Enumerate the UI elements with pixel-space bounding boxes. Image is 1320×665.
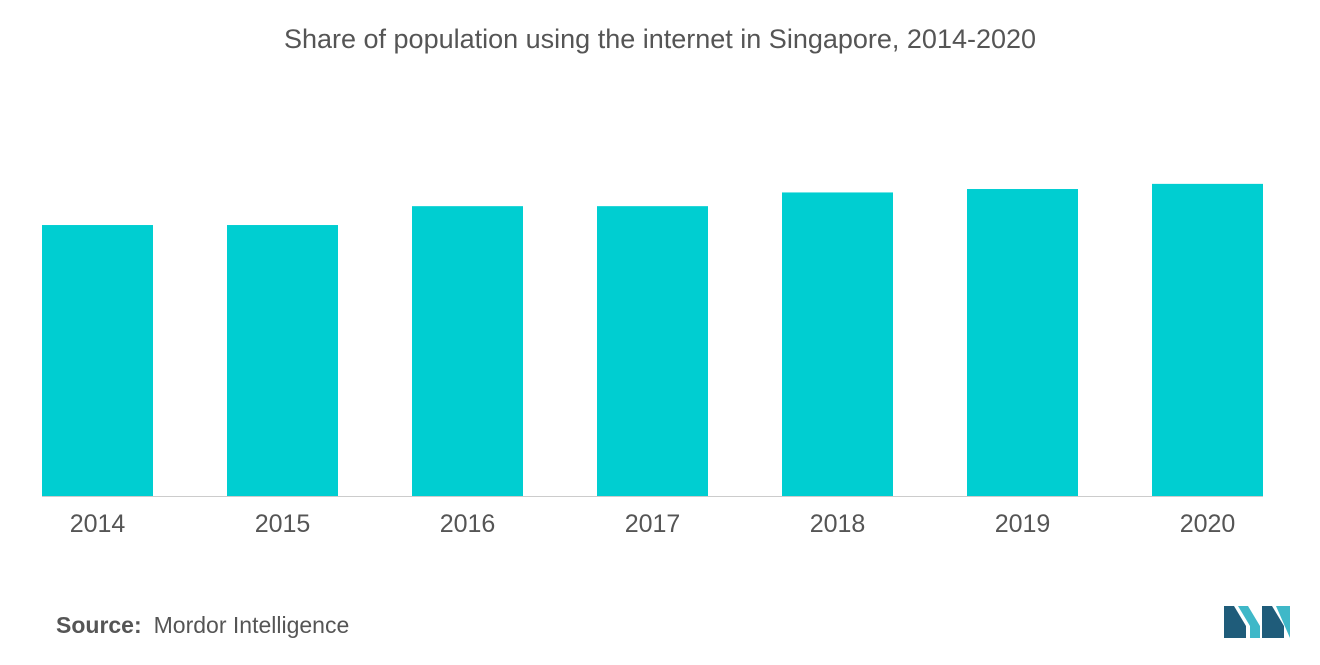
source-label: Source:	[56, 612, 142, 638]
bar-2017	[597, 206, 708, 497]
bars-group	[42, 183, 1263, 497]
bar-2019	[967, 189, 1078, 496]
x-tick-label-2016: 2016	[440, 510, 496, 538]
bar-2014	[42, 225, 153, 496]
x-tick-label-2015: 2015	[255, 510, 311, 538]
bar-2018	[782, 192, 893, 496]
bar-2020	[1152, 183, 1263, 496]
x-tick-label-2014: 2014	[70, 510, 126, 538]
bar-2015	[227, 225, 338, 496]
bar-2016	[412, 206, 523, 497]
x-tick-label-2018: 2018	[810, 510, 866, 538]
source-text: Mordor Intelligence	[153, 612, 350, 638]
chart-title: Share of population using the internet i…	[283, 24, 1037, 54]
x-tick-labels: 2014 2015 2016 2017 2018 2019 2020	[70, 510, 1236, 538]
x-tick-label-2020: 2020	[1180, 510, 1236, 538]
mordor-intelligence-logo-icon	[1224, 606, 1290, 638]
source-note: Source: Mordor Intelligence	[56, 612, 349, 639]
x-tick-label-2019: 2019	[995, 510, 1051, 538]
bar-chart: 2014 2015 2016 2017 2018 2019 2020	[42, 183, 1263, 538]
x-tick-label-2017: 2017	[625, 510, 681, 538]
